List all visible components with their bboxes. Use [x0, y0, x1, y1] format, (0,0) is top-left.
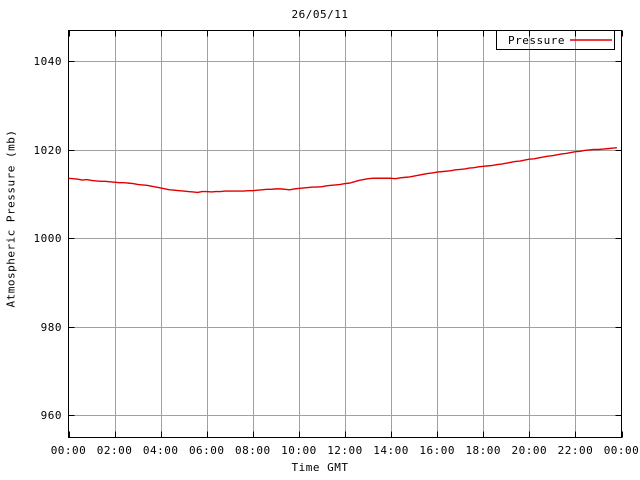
x-tick-label: 04:00 — [142, 444, 179, 457]
x-tick-label: 16:00 — [419, 444, 455, 457]
plot-frame — [68, 30, 622, 438]
x-axis-title: Time GMT — [291, 461, 349, 474]
axis-ticks — [68, 30, 623, 438]
y-tick-label: 1020 — [33, 143, 62, 157]
y-tick-label: 1000 — [33, 232, 62, 246]
data-line-pressure — [68, 147, 617, 194]
x-tick-label: 00:00 — [50, 444, 87, 457]
x-tick-label: 00:00 — [603, 444, 640, 457]
legend-label: Pressure — [508, 34, 565, 47]
x-tick-label: 14:00 — [373, 444, 409, 457]
y-tick-label: 980 — [40, 320, 62, 334]
gridlines — [68, 30, 622, 438]
x-tick-label: 12:00 — [327, 444, 363, 457]
data-series-group — [68, 147, 617, 194]
chart-title: 26/05/11 — [291, 8, 349, 21]
y-tick-label: 1040 — [33, 55, 62, 69]
x-tick-label: 02:00 — [96, 444, 133, 457]
legend-box — [496, 30, 615, 50]
x-tick-label: 20:00 — [511, 444, 548, 457]
x-tick-label: 22:00 — [557, 444, 594, 457]
x-tick-label: 18:00 — [465, 444, 502, 457]
x-tick-label: 08:00 — [235, 444, 271, 457]
x-tick-label: 06:00 — [188, 444, 225, 457]
x-tick-label: 10:00 — [281, 444, 317, 457]
y-tick-label: 960 — [40, 409, 62, 423]
